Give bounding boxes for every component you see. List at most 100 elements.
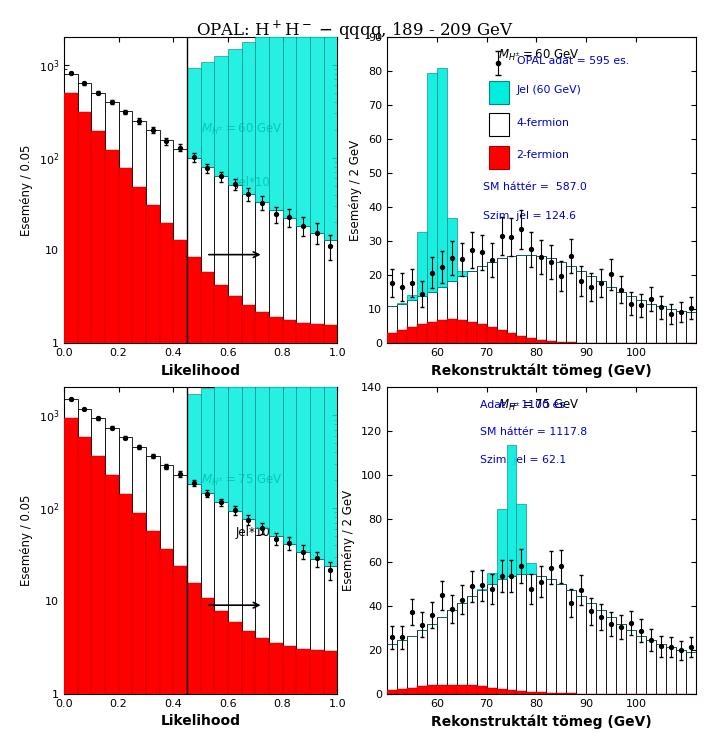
Bar [105, 102, 119, 738]
Bar [437, 320, 447, 343]
Bar [256, 35, 269, 202]
Bar [417, 324, 427, 343]
Bar [496, 331, 506, 343]
Text: OPAL: H$^+$H$^-$ $-$ qqqq, 189 - 209 GeV: OPAL: H$^+$H$^-$ $-$ qqqq, 189 - 209 GeV [196, 18, 514, 42]
Bar [486, 584, 496, 694]
Bar [105, 150, 119, 738]
Bar [427, 292, 437, 343]
Bar [310, 559, 324, 738]
Bar [476, 590, 486, 694]
Bar [132, 446, 146, 738]
Text: $M_{H^{\pm}} = 60$ GeV: $M_{H^{\pm}} = 60$ GeV [498, 48, 580, 63]
Bar [132, 187, 146, 738]
Bar [256, 202, 269, 738]
Bar [296, 13, 310, 226]
Bar [214, 382, 228, 502]
Bar [296, 226, 310, 738]
Bar [606, 618, 616, 694]
Bar [201, 272, 214, 738]
Bar [447, 218, 457, 281]
Bar [187, 582, 201, 738]
Bar [516, 503, 526, 574]
Bar [228, 375, 241, 511]
Bar [241, 42, 256, 194]
Bar [256, 638, 269, 738]
Bar [324, 566, 337, 738]
Bar [187, 484, 201, 738]
Bar [187, 158, 201, 738]
Bar [397, 331, 407, 343]
Bar [228, 49, 241, 185]
Bar [586, 276, 596, 343]
Bar [417, 630, 427, 694]
X-axis label: Rekonstruktált tömeg (GeV): Rekonstruktált tömeg (GeV) [431, 364, 652, 378]
Bar [447, 281, 457, 343]
Bar [228, 185, 241, 738]
Bar [596, 281, 606, 343]
Bar [676, 311, 686, 343]
Bar [256, 312, 269, 738]
Bar [407, 688, 417, 694]
Bar [283, 218, 296, 738]
Bar [160, 466, 173, 738]
Bar [686, 312, 696, 343]
X-axis label: Likelihood: Likelihood [160, 714, 241, 728]
Bar [427, 686, 437, 694]
Bar [547, 341, 557, 343]
Bar [228, 297, 241, 738]
Bar [407, 300, 417, 343]
Bar [228, 622, 241, 738]
Bar [214, 611, 228, 738]
Text: 4-fermion: 4-fermion [517, 117, 569, 128]
Bar [417, 686, 427, 694]
Bar [526, 563, 536, 574]
Bar [516, 691, 526, 694]
Bar [489, 81, 509, 104]
Bar [526, 574, 536, 694]
Bar [310, 331, 324, 559]
Bar [105, 428, 119, 738]
Bar [241, 631, 256, 738]
Bar [187, 393, 201, 484]
Bar [91, 418, 105, 738]
Bar [296, 339, 310, 552]
Bar [387, 690, 397, 694]
Text: Jel (60 GeV): Jel (60 GeV) [517, 86, 581, 95]
Bar [496, 579, 506, 694]
Bar [387, 644, 397, 694]
Bar [241, 520, 256, 738]
Bar [486, 573, 496, 584]
Text: Jel*10: Jel*10 [236, 176, 271, 188]
Bar [636, 300, 646, 343]
Bar [269, 317, 283, 738]
Bar [489, 114, 509, 137]
Bar [506, 256, 516, 343]
Bar [283, 20, 296, 218]
Bar [269, 210, 283, 738]
Bar [119, 494, 132, 738]
Bar [506, 445, 516, 576]
Bar [506, 576, 516, 694]
Text: 2-fermion: 2-fermion [517, 150, 569, 160]
Bar [77, 83, 91, 738]
Bar [567, 266, 577, 343]
Bar [407, 635, 417, 694]
Bar [64, 399, 77, 738]
Bar [201, 387, 214, 493]
Bar [256, 528, 269, 738]
Bar [269, 537, 283, 738]
Bar [397, 689, 407, 694]
Bar [666, 308, 676, 343]
Bar [296, 552, 310, 738]
Bar [119, 437, 132, 738]
X-axis label: Rekonstruktált tömeg (GeV): Rekonstruktált tömeg (GeV) [431, 714, 652, 728]
Bar [457, 685, 466, 694]
Text: OPAL adat = 595 es.: OPAL adat = 595 es. [517, 56, 629, 66]
Bar [567, 590, 577, 694]
Bar [486, 688, 496, 694]
Bar [146, 531, 160, 738]
Bar [407, 327, 417, 343]
Bar [577, 596, 586, 694]
Bar [437, 68, 447, 286]
Bar [201, 62, 214, 168]
